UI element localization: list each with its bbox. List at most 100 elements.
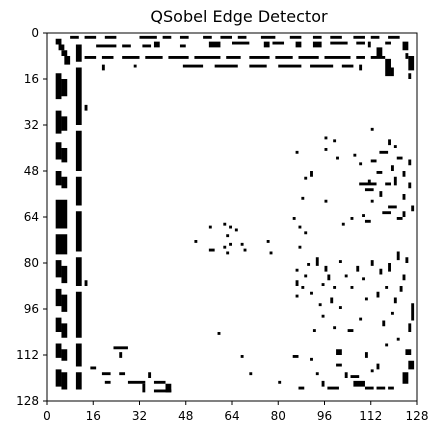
y-tick-label: 48 bbox=[24, 164, 39, 178]
edge-pixel bbox=[388, 139, 391, 146]
edge-pixel bbox=[350, 286, 354, 289]
edge-pixel bbox=[370, 56, 386, 59]
edge-pixel bbox=[341, 222, 345, 226]
edge-pixel bbox=[139, 35, 157, 39]
edge-pixel bbox=[226, 56, 241, 59]
edge-pixel bbox=[153, 380, 166, 384]
edge-pixel bbox=[55, 260, 62, 278]
edge-pixel bbox=[298, 245, 302, 249]
edge-pixel bbox=[321, 380, 325, 387]
edge-pixel bbox=[304, 274, 308, 278]
y-axis: 0 16 32 48 64 80 96 112 128 bbox=[16, 26, 47, 408]
edge-pixel bbox=[90, 366, 97, 370]
edge-pixel bbox=[379, 191, 383, 197]
edge-pixel bbox=[405, 53, 409, 59]
edge-pixel bbox=[263, 41, 270, 48]
x-tick-label: 16 bbox=[86, 409, 101, 423]
edge-pixel bbox=[393, 176, 397, 186]
edge-pixel bbox=[388, 35, 400, 39]
edge-pixel bbox=[347, 329, 354, 332]
edge-pixel bbox=[223, 245, 227, 249]
edge-pixel bbox=[310, 64, 334, 68]
edge-pixel bbox=[179, 35, 189, 39]
edge-pixel bbox=[344, 274, 348, 278]
edge-pixel bbox=[208, 41, 221, 48]
edge-pixel bbox=[55, 234, 68, 255]
edge-pixel bbox=[353, 35, 365, 39]
edge-pixel bbox=[353, 380, 365, 387]
edge-pixel bbox=[64, 56, 71, 65]
edge-pixel bbox=[61, 116, 68, 131]
edge-pixel bbox=[104, 380, 111, 384]
edge-pixel bbox=[367, 41, 371, 48]
edge-pixel bbox=[75, 130, 82, 171]
edge-pixel bbox=[84, 280, 88, 286]
edge-pixel bbox=[55, 171, 62, 186]
edge-pixel bbox=[122, 44, 131, 48]
edge-pixel bbox=[61, 323, 68, 338]
edge-pixel bbox=[402, 274, 406, 281]
edge-pixel bbox=[208, 248, 215, 252]
edge-pixel bbox=[278, 380, 282, 384]
edge-pixel bbox=[145, 56, 163, 59]
edge-pixel bbox=[182, 64, 204, 68]
edge-pixel bbox=[388, 205, 397, 209]
edge-pixel bbox=[330, 297, 334, 304]
edge-pixel bbox=[364, 219, 371, 223]
edge-pixel bbox=[408, 159, 412, 166]
edge-pixel bbox=[370, 260, 374, 266]
edge-pixel bbox=[408, 323, 412, 332]
edge-pixel bbox=[356, 265, 360, 272]
edge-pixel bbox=[61, 372, 68, 390]
x-tick-label: 80 bbox=[271, 409, 286, 423]
edge-pixel bbox=[55, 369, 62, 387]
x-tick-label: 0 bbox=[43, 409, 51, 423]
edge-pixel bbox=[364, 297, 368, 301]
edge-pixel bbox=[336, 363, 342, 367]
edge-pixel bbox=[408, 360, 415, 370]
edge-pixel bbox=[318, 303, 322, 307]
edge-pixel bbox=[295, 280, 299, 286]
edge-pixel bbox=[55, 110, 62, 134]
edge-pixel bbox=[359, 317, 363, 321]
edge-pixel bbox=[249, 64, 267, 68]
edge-pixel bbox=[379, 268, 383, 275]
edge-pixel bbox=[295, 150, 299, 154]
edge-pixel bbox=[119, 352, 123, 358]
y-tick-label: 96 bbox=[24, 302, 39, 316]
edge-pixel bbox=[75, 372, 82, 390]
edge-pixel bbox=[75, 67, 82, 125]
edge-pixel bbox=[194, 240, 198, 243]
edge-pixel bbox=[411, 303, 415, 321]
edge-pixel bbox=[127, 380, 146, 384]
edge-pixel bbox=[321, 314, 325, 318]
edge-pixel bbox=[327, 274, 331, 281]
edge-pixel bbox=[75, 343, 82, 367]
edge-pixel bbox=[393, 297, 397, 304]
edge-pixel bbox=[324, 265, 328, 272]
edge-pixel bbox=[229, 242, 232, 246]
edge-pixel bbox=[315, 372, 319, 376]
y-tick-label: 0 bbox=[31, 26, 39, 40]
edge-pixel bbox=[237, 35, 247, 39]
edge-pixel bbox=[390, 165, 394, 171]
edge-pixel bbox=[55, 317, 62, 332]
edge-pixel bbox=[249, 372, 253, 376]
edge-pixel bbox=[356, 56, 365, 59]
edge-pixel bbox=[405, 257, 409, 263]
edge-pixel bbox=[168, 56, 189, 59]
edge-pixel bbox=[153, 41, 160, 48]
edge-pixel bbox=[364, 386, 374, 390]
edge-pixel bbox=[370, 127, 374, 131]
edge-pixel bbox=[379, 150, 389, 154]
edge-pixel bbox=[390, 67, 394, 77]
edge-pixel bbox=[61, 294, 68, 312]
edge-pixel bbox=[142, 383, 146, 393]
edge-pixel bbox=[408, 56, 415, 71]
edge-pixel bbox=[55, 38, 62, 45]
edge-pixel bbox=[362, 214, 365, 217]
edge-pixel bbox=[385, 41, 391, 45]
edge-pixel bbox=[275, 56, 293, 59]
edge-pixel bbox=[226, 251, 230, 255]
edge-pixel bbox=[333, 139, 337, 143]
